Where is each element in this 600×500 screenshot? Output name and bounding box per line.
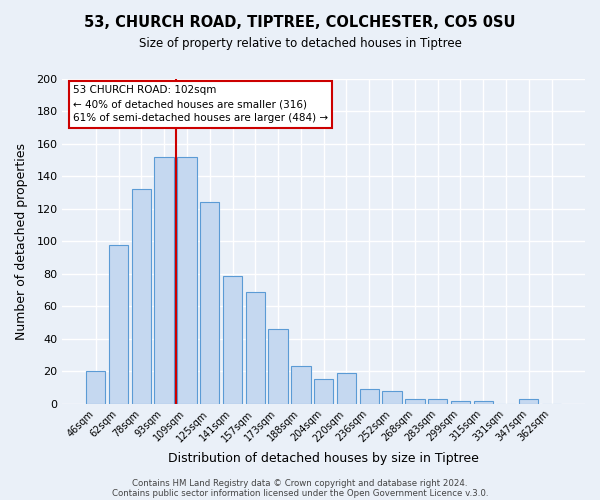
- Bar: [268, 329, 288, 404]
- Y-axis label: Number of detached properties: Number of detached properties: [15, 143, 28, 340]
- Bar: [359, 389, 379, 404]
- Bar: [245, 292, 265, 404]
- Bar: [428, 399, 447, 404]
- Text: 53, CHURCH ROAD, TIPTREE, COLCHESTER, CO5 0SU: 53, CHURCH ROAD, TIPTREE, COLCHESTER, CO…: [84, 15, 516, 30]
- X-axis label: Distribution of detached houses by size in Tiptree: Distribution of detached houses by size …: [168, 452, 479, 465]
- Bar: [131, 190, 151, 404]
- Bar: [337, 373, 356, 404]
- Bar: [177, 157, 197, 404]
- Bar: [451, 400, 470, 404]
- Text: Contains HM Land Registry data © Crown copyright and database right 2024.: Contains HM Land Registry data © Crown c…: [132, 478, 468, 488]
- Text: 53 CHURCH ROAD: 102sqm
← 40% of detached houses are smaller (316)
61% of semi-de: 53 CHURCH ROAD: 102sqm ← 40% of detached…: [73, 86, 328, 124]
- Bar: [382, 391, 402, 404]
- Bar: [223, 276, 242, 404]
- Bar: [200, 202, 220, 404]
- Bar: [473, 400, 493, 404]
- Bar: [405, 399, 425, 404]
- Bar: [154, 157, 174, 404]
- Bar: [109, 244, 128, 404]
- Bar: [86, 372, 106, 404]
- Text: Size of property relative to detached houses in Tiptree: Size of property relative to detached ho…: [139, 38, 461, 51]
- Bar: [519, 399, 538, 404]
- Bar: [314, 380, 334, 404]
- Bar: [291, 366, 311, 404]
- Text: Contains public sector information licensed under the Open Government Licence v.: Contains public sector information licen…: [112, 488, 488, 498]
